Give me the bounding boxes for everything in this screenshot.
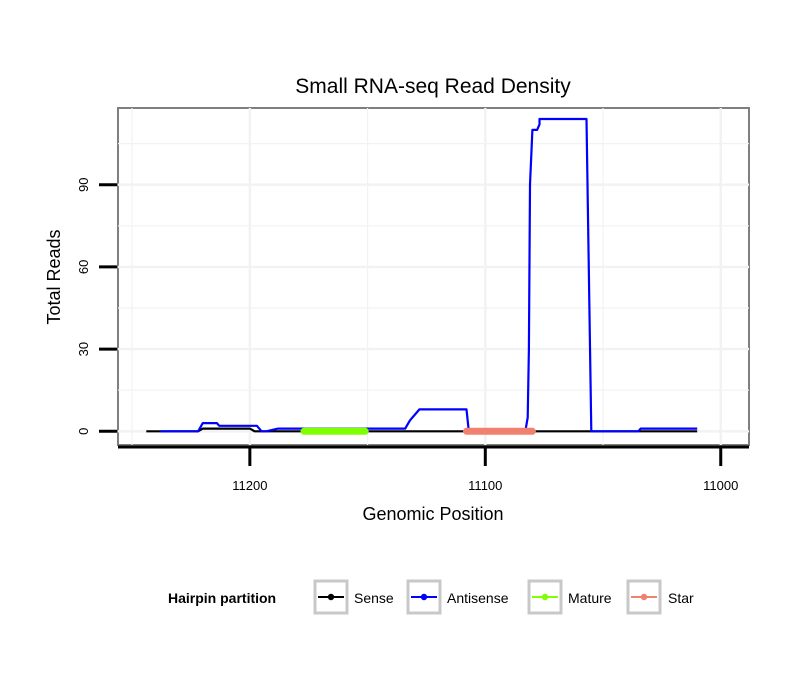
y-tick-label: 90 [76,177,91,191]
y-axis-title: Total Reads [44,229,64,324]
y-tick-label: 60 [76,260,91,274]
grid [118,108,749,445]
legend-title: Hairpin partition [168,590,276,606]
legend-label-mature: Mature [568,590,612,606]
legend-label-antisense: Antisense [447,590,509,606]
plot-panel [117,107,750,446]
y-tick-label: 30 [76,342,91,356]
y-axis: 0 30 60 90 [76,177,117,435]
legend: Hairpin partition Sense Antisense Mature St… [168,579,694,615]
series-antisense-line [160,117,698,433]
x-axis-title: Genomic Position [362,504,503,524]
x-tick-label: 11000 [703,478,738,493]
series-layer [146,117,698,435]
legend-label-sense: Sense [354,590,394,606]
legend-swatch-dot-star [640,593,648,601]
legend-swatch-dot-sense [327,593,335,601]
legend-swatch-dot-mature [541,593,549,601]
x-axis: 11200 11100 11000 [118,445,749,493]
x-tick-label: 11200 [232,478,267,493]
chart-title: Small RNA-seq Read Density [295,75,571,98]
legend-label-star: Star [668,590,694,606]
legend-swatch-dot-antisense [420,593,428,601]
x-tick-label: 11100 [468,478,502,493]
x-ticks: 11200 11100 11000 [232,447,738,493]
y-tick-label: 0 [76,428,91,435]
y-ticks: 0 30 60 90 [76,177,117,435]
